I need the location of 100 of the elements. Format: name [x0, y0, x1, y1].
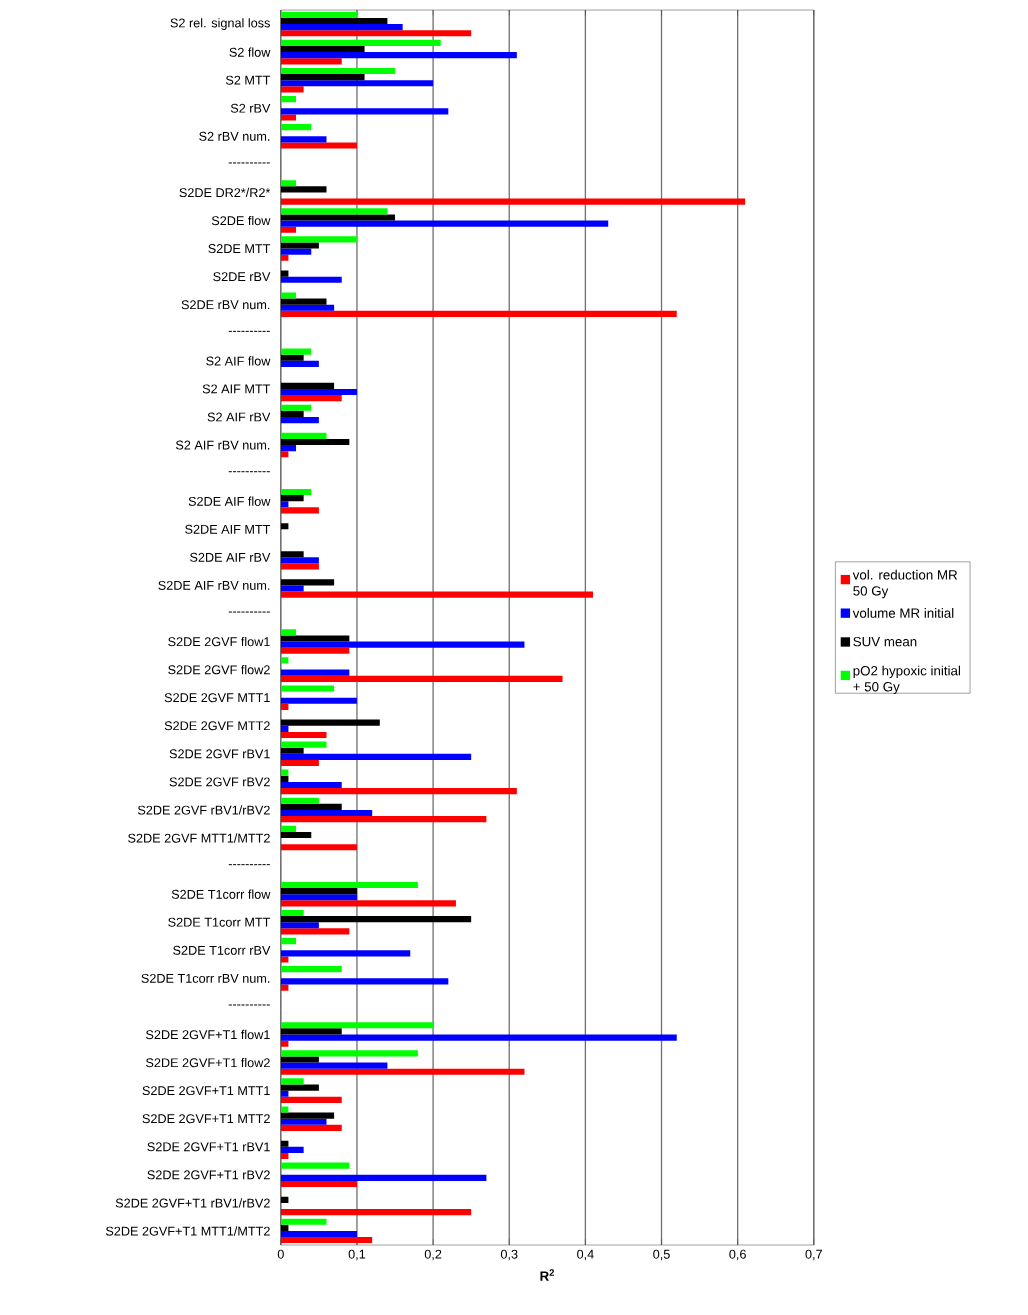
bar — [280, 180, 297, 187]
bar — [280, 348, 312, 355]
y-tick-label: S2 rBV — [230, 103, 271, 113]
x-tick-label: 0,2 — [424, 1249, 442, 1261]
bar — [280, 208, 388, 215]
bar — [280, 1096, 342, 1103]
y-tick-label: S2DE AIF rBV num. — [158, 580, 270, 590]
bar — [280, 844, 358, 851]
bar — [280, 1218, 327, 1225]
bar — [280, 242, 319, 249]
bar — [280, 80, 434, 87]
bar — [280, 186, 327, 193]
x-tick-label: 0,4 — [577, 1249, 594, 1261]
y-tick-label: S2DE 2GVF MTT1/MTT2 — [128, 833, 270, 843]
bar — [280, 67, 396, 75]
bar — [280, 922, 319, 929]
y-tick-label: S2DE 2GVF+T1 flow2 — [146, 1057, 270, 1068]
y-tick-label: S2DE 2GVF MTT2 — [164, 721, 270, 731]
legend-label: volume MR initial — [852, 608, 954, 618]
y-tick-label: S2DE T1corr rBV — [173, 945, 271, 955]
bar — [280, 635, 350, 642]
bar — [280, 563, 319, 570]
legend-label: pO2 hypoxic initial + 50 Gy — [853, 665, 961, 695]
y-tick-label: S2DE 2GVF flow2 — [168, 664, 270, 675]
bar — [280, 388, 358, 396]
y-tick-label: S2DE 2GVF rBV1/rBV2 — [138, 805, 270, 815]
y-tick-label: S2DE rBV num. — [181, 300, 270, 310]
bar — [280, 142, 358, 149]
bar — [280, 781, 342, 789]
legend-label: SUV mean — [853, 636, 917, 647]
y-tick-label: S2DE T1corr flow — [171, 889, 271, 899]
y-tick-label: S2DE 2GVF+T1 flow1 — [146, 1029, 270, 1040]
y-tick-label: S2 flow — [229, 47, 271, 57]
bar — [280, 938, 297, 945]
bar — [280, 984, 289, 991]
bar — [280, 1124, 342, 1131]
y-tick-label: S2 AIF rBV num. — [176, 440, 270, 450]
bar — [280, 354, 304, 361]
bar — [280, 432, 327, 439]
y-tick-label: S2DE 2GVF+T1 rBV2 — [147, 1170, 270, 1180]
bar — [280, 1112, 335, 1119]
bar — [280, 86, 304, 93]
x-tick-label: 0 — [277, 1249, 284, 1259]
y-tick-label: S2 AIF MTT — [202, 384, 271, 394]
bar — [280, 30, 472, 37]
bar — [280, 753, 472, 760]
bar — [280, 788, 517, 795]
bar — [280, 298, 327, 305]
bar — [280, 591, 594, 598]
y-tick-label: S2DE 2GVF+T1 rBV1 — [147, 1142, 270, 1152]
bar — [280, 1209, 472, 1216]
bar — [280, 11, 358, 18]
bar — [280, 1162, 350, 1169]
bar — [280, 1068, 525, 1075]
bar — [280, 136, 327, 143]
bar — [280, 114, 297, 121]
bar — [280, 1180, 358, 1188]
bar — [280, 741, 327, 748]
y-tick-label: S2DE T1corr MTT — [168, 917, 271, 927]
bar — [280, 928, 350, 935]
y-tick-label: S2DE 2GVF rBV1 — [169, 749, 270, 759]
y-tick-label: S2DE 2GVF+T1 MTT1/MTT2 — [106, 1226, 270, 1236]
bar — [280, 551, 304, 558]
y-tick-label: S2DE 2GVF+T1 MTT2 — [142, 1114, 270, 1124]
y-tick-label: ---------- — [228, 611, 270, 613]
bar — [280, 248, 312, 255]
bar — [280, 557, 319, 564]
bar — [280, 888, 358, 895]
bar — [280, 395, 342, 402]
bar — [280, 1062, 388, 1069]
bar — [280, 1084, 319, 1091]
bar — [280, 881, 418, 889]
bar — [280, 1174, 487, 1181]
bar — [280, 1118, 327, 1125]
bar — [280, 198, 746, 205]
y-tick-label: S2 AIF flow — [206, 356, 271, 366]
y-tick-label: ---------- — [228, 162, 270, 164]
bar — [280, 831, 312, 839]
bar — [280, 909, 304, 917]
y-tick-label: ---------- — [228, 864, 270, 866]
bar — [280, 900, 457, 907]
bar — [280, 1146, 304, 1153]
bar — [280, 809, 373, 817]
bar — [280, 579, 335, 586]
bar — [280, 647, 350, 654]
bar — [280, 731, 327, 739]
bar — [280, 797, 319, 804]
x-tick-label: 0,5 — [653, 1249, 670, 1261]
bar — [280, 95, 297, 103]
y-tick-label: S2 rel. signal loss — [170, 18, 271, 30]
x-tick-label: 0,1 — [348, 1249, 366, 1261]
bar — [280, 438, 350, 446]
bar — [280, 108, 449, 115]
bar — [280, 1034, 677, 1041]
y-tick-label: S2 MTT — [226, 75, 271, 85]
y-tick-label: S2DE 2GVF MTT1 — [164, 693, 270, 703]
bar — [280, 1056, 319, 1063]
bar — [280, 445, 297, 452]
bar — [280, 675, 563, 682]
bar — [280, 747, 304, 754]
